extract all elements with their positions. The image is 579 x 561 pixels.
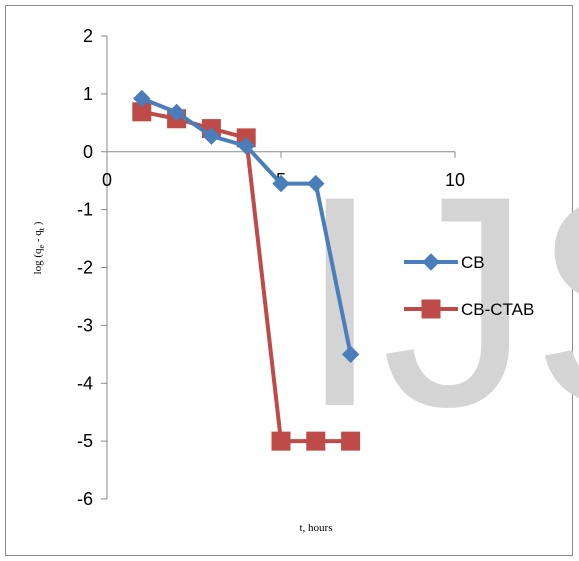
data-point-cb bbox=[341, 345, 360, 364]
x-tick-label: 0 bbox=[102, 170, 112, 190]
y-axis-title: log (qe - qt ) bbox=[32, 221, 46, 274]
x-tick-label: 10 bbox=[445, 170, 465, 190]
legend-label-cb: CB bbox=[461, 253, 485, 272]
legend-marker-cb bbox=[422, 253, 440, 271]
y-tick-label: -5 bbox=[77, 431, 93, 451]
data-point-cb bbox=[202, 127, 221, 145]
data-point-cb bbox=[237, 137, 255, 155]
y-axis-title-main: log (q bbox=[32, 248, 44, 274]
data-point-cb-ctab bbox=[306, 431, 326, 451]
y-tick-label: 2 bbox=[83, 26, 93, 46]
data-point-cb bbox=[307, 174, 325, 193]
y-tick-label: -2 bbox=[77, 258, 93, 278]
chart-frame bbox=[5, 5, 573, 556]
legend-label-cb-ctab: CB-CTAB bbox=[461, 300, 534, 319]
data-point-cb-ctab bbox=[341, 431, 361, 451]
data-point-cb bbox=[167, 103, 186, 122]
series-layer bbox=[132, 89, 361, 451]
y-tick-label: 0 bbox=[83, 142, 93, 162]
series-cb bbox=[133, 89, 360, 364]
x-axis-title: t, hours bbox=[300, 522, 333, 534]
y-tick-label: -6 bbox=[77, 489, 93, 509]
axes: 210-1-2-3-4-5-60510 bbox=[77, 26, 465, 509]
legend-marker-cb-ctab bbox=[421, 299, 441, 319]
y-tick-label: -1 bbox=[77, 200, 93, 220]
y-tick-label: -3 bbox=[77, 315, 93, 335]
y-axis-title-mid: - q bbox=[32, 230, 44, 245]
y-axis-title-sub-t: t bbox=[37, 227, 46, 230]
data-point-cb bbox=[133, 89, 151, 108]
data-point-cb-ctab bbox=[271, 431, 291, 451]
y-axis-title-sub-e: e bbox=[37, 244, 46, 248]
y-tick-label: -4 bbox=[77, 373, 93, 393]
legend: CB CB-CTAB bbox=[404, 253, 534, 319]
legend-entry-cb: CB bbox=[404, 253, 485, 272]
legend-entry-cb-ctab: CB-CTAB bbox=[404, 299, 534, 319]
data-point-cb bbox=[272, 174, 290, 193]
y-tick-label: 1 bbox=[83, 84, 93, 104]
y-axis-title-end: ) bbox=[32, 221, 44, 228]
